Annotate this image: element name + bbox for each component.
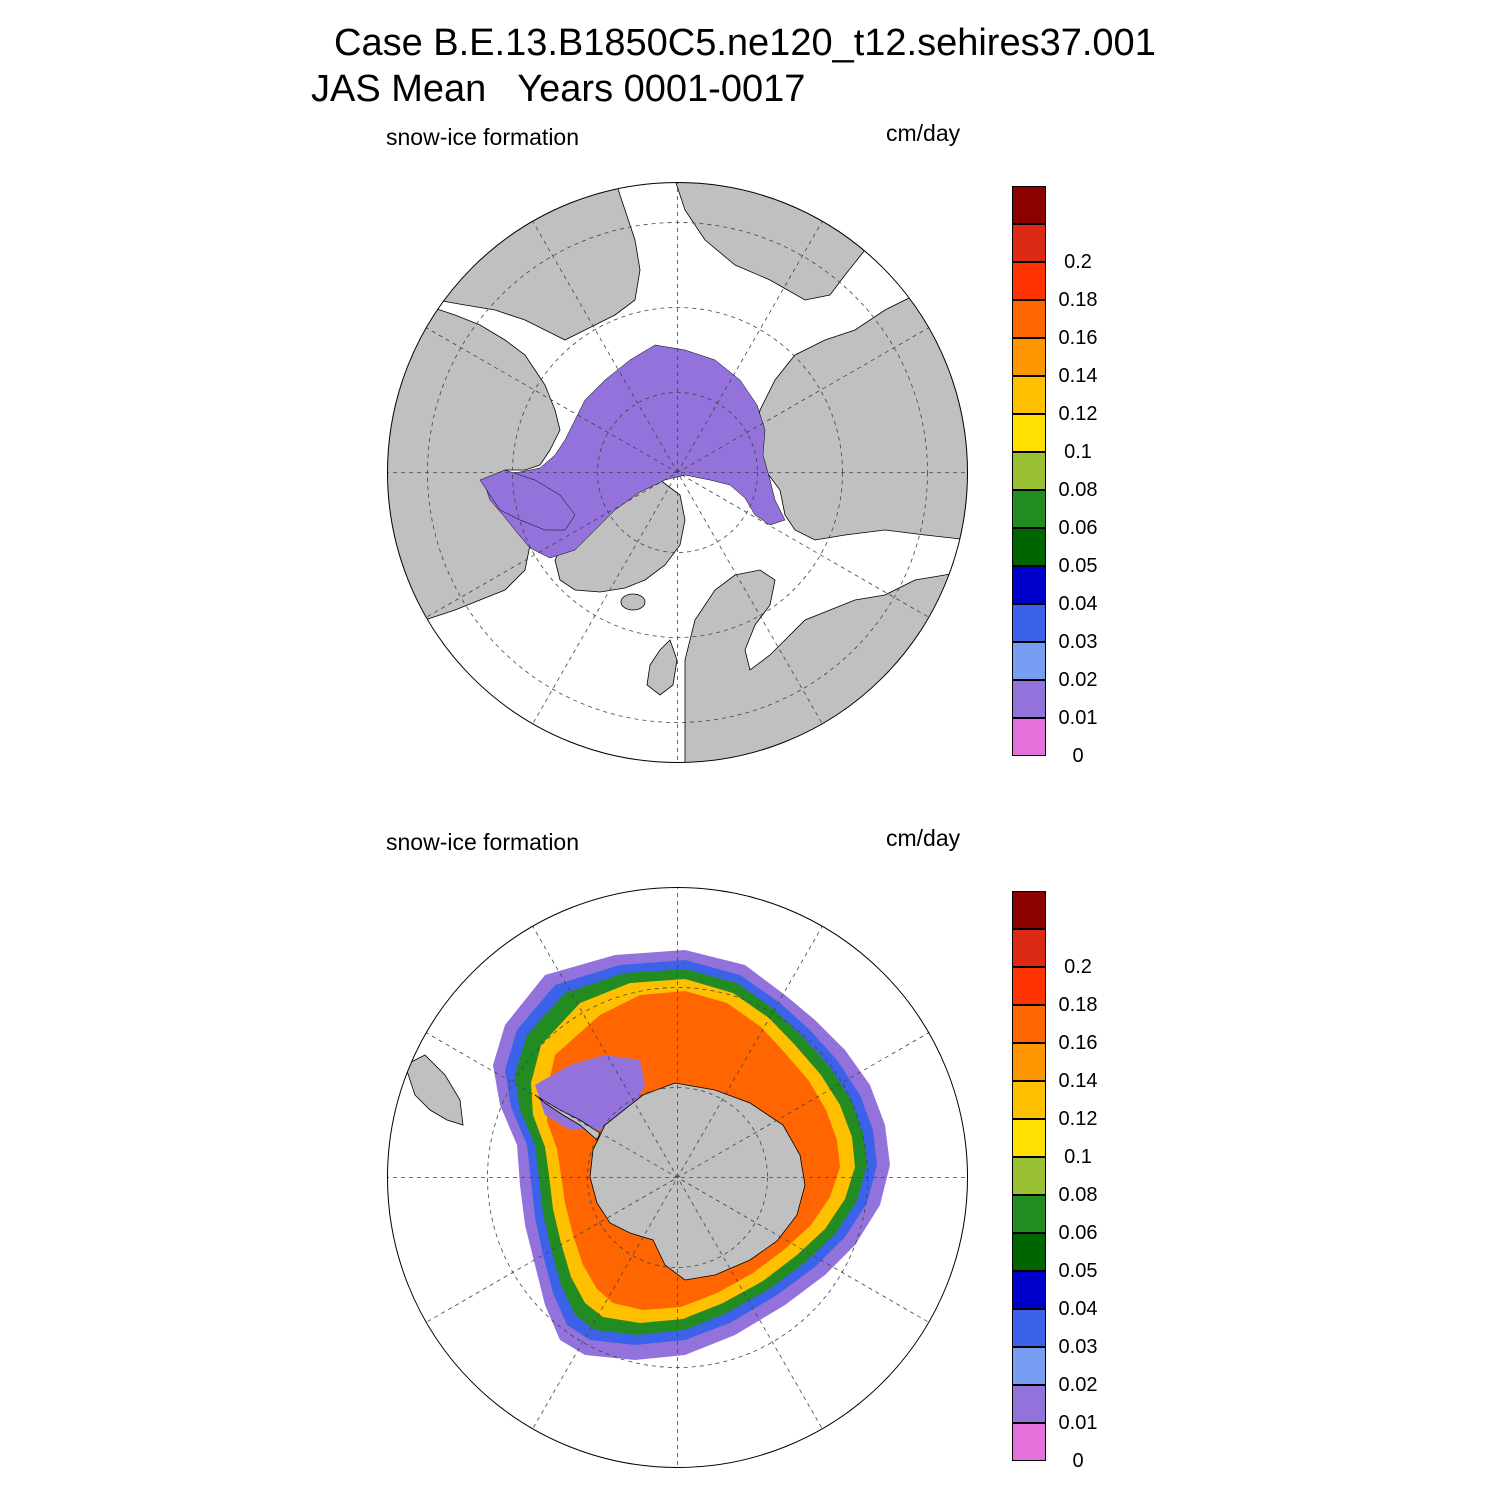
panel2-colorbar-tick-label: 0.03 xyxy=(1058,1336,1098,1358)
panel1-colorbar-segment xyxy=(1012,566,1046,604)
map1-land-alaska xyxy=(387,182,641,341)
panel1-colorbar-tick-label: 0.05 xyxy=(1058,555,1098,577)
panel2-colorbar-tick-label: 0.18 xyxy=(1058,994,1098,1016)
panel2-colorbar-tick-label: 0.04 xyxy=(1058,1298,1098,1320)
panel2-colorbar-segment xyxy=(1012,1309,1046,1347)
panel2-colorbar-tick-label: 0.05 xyxy=(1058,1260,1098,1282)
map1-land-iceland xyxy=(620,593,646,611)
panel2-colorbar-segment xyxy=(1012,967,1046,1005)
panel2-colorbar-segment xyxy=(1012,1081,1046,1119)
panel1-colorbar-tick-label: 0.12 xyxy=(1058,403,1098,425)
panel2-colorbar-segment xyxy=(1012,1157,1046,1195)
panel2-colorbar-tick-label: 0.06 xyxy=(1058,1222,1098,1244)
figure-title-case: Case B.E.13.B1850C5.ne120_t12.sehires37.… xyxy=(334,22,1156,64)
map2-land-south-america xyxy=(404,1054,464,1126)
panel1-colorbar-segment xyxy=(1012,300,1046,338)
colorbar-panel1: 0 0.01 0.02 0.03 0.04 0.05 0.06 0.08 0.1 0.12 0.14… xyxy=(1012,186,1097,766)
panel2-colorbar-segment xyxy=(1012,929,1046,967)
panel2-colorbar-segment xyxy=(1012,1119,1046,1157)
panel2-colorbar-tick-label: 0.16 xyxy=(1058,1032,1098,1054)
map2-land-antarctica xyxy=(589,1082,806,1281)
panel1-colorbar-tick-label: 0.06 xyxy=(1058,517,1098,539)
panel1-colorbar-segment xyxy=(1012,186,1046,224)
panel2-colorbar-segment xyxy=(1012,1423,1046,1461)
panel1-colorbar-segment xyxy=(1012,224,1046,262)
panel1-colorbar-segment xyxy=(1012,718,1046,756)
panel2-colorbar-segment xyxy=(1012,1043,1046,1081)
panel2-colorbar-tick-label: 0.14 xyxy=(1058,1070,1098,1092)
figure-title-period: JAS Mean Years 0001-0017 xyxy=(311,68,806,110)
map2-graticule xyxy=(387,887,968,1468)
map1-border xyxy=(387,182,968,763)
panel1-colorbar-segment xyxy=(1012,414,1046,452)
panel1-colorbar-segment xyxy=(1012,490,1046,528)
panel1-colorbar-tick-label: 0.16 xyxy=(1058,327,1098,349)
panel2-colorbar-tick-label: 0.01 xyxy=(1058,1412,1098,1434)
colorbar-panel2: 0 0.01 0.02 0.03 0.04 0.05 0.06 0.08 0.1 0.12 0.14… xyxy=(1012,891,1097,1471)
panel1-colorbar-tick-label: 0.02 xyxy=(1058,669,1098,691)
panel1-colorbar-tick-label: 0 xyxy=(1072,745,1084,767)
panel1-colorbar-segment xyxy=(1012,262,1046,300)
map1-land-british-isles xyxy=(646,639,678,696)
panel1-colorbar-tick-label: 0.03 xyxy=(1058,631,1098,653)
panel2-colorbar-tick-label: 0.1 xyxy=(1064,1146,1092,1168)
map1-land-north-america xyxy=(387,304,561,631)
panel1-colorbar-segment xyxy=(1012,452,1046,490)
panel2-colorbar-segment xyxy=(1012,1005,1046,1043)
map2-border xyxy=(387,887,968,1468)
panel2-colorbar-segment xyxy=(1012,1271,1046,1309)
panel1-colorbar-segment xyxy=(1012,680,1046,718)
panel1-colorbar-tick-label: 0.18 xyxy=(1058,289,1098,311)
panel2-colorbar-tick-label: 0.2 xyxy=(1064,956,1092,978)
panel2-units-label: cm/day xyxy=(886,825,961,851)
panel1-colorbar-tick-label: 0.14 xyxy=(1058,365,1098,387)
panel2-colorbar-tick-label: 0 xyxy=(1072,1450,1084,1472)
panel2-colorbar-tick-label: 0.12 xyxy=(1058,1108,1098,1130)
panel2-colorbar-segment xyxy=(1012,1195,1046,1233)
panel1-colorbar-segment xyxy=(1012,642,1046,680)
panel2-colorbar-segment xyxy=(1012,1233,1046,1271)
panel2-colorbar-segment xyxy=(1012,1385,1046,1423)
panel1-colorbar-segment xyxy=(1012,604,1046,642)
panel1-colorbar-segment xyxy=(1012,376,1046,414)
panel1-colorbar-tick-label: 0.01 xyxy=(1058,707,1098,729)
panel1-variable-label: snow-ice formation xyxy=(386,124,580,150)
map1-graticule xyxy=(387,182,968,763)
arctic-polar-map xyxy=(387,182,968,763)
panel1-colorbar-segment xyxy=(1012,528,1046,566)
panel1-colorbar-tick-label: 0.04 xyxy=(1058,593,1098,615)
panel1-colorbar-segment xyxy=(1012,338,1046,376)
antarctic-polar-map xyxy=(387,887,968,1468)
panel1-colorbar-tick-label: 0.2 xyxy=(1064,251,1092,273)
panel2-colorbar-segment xyxy=(1012,1347,1046,1385)
panel2-colorbar-tick-label: 0.08 xyxy=(1058,1184,1098,1206)
map1-sea-ice-hudson xyxy=(479,469,576,531)
panel1-units-label: cm/day xyxy=(886,120,961,146)
panel1-colorbar-tick-label: 0.08 xyxy=(1058,479,1098,501)
panel2-colorbar-tick-label: 0.02 xyxy=(1058,1374,1098,1396)
panel1-colorbar-tick-label: 0.1 xyxy=(1064,441,1092,463)
panel2-colorbar-segment xyxy=(1012,891,1046,929)
panel2-variable-label: snow-ice formation xyxy=(386,829,580,855)
